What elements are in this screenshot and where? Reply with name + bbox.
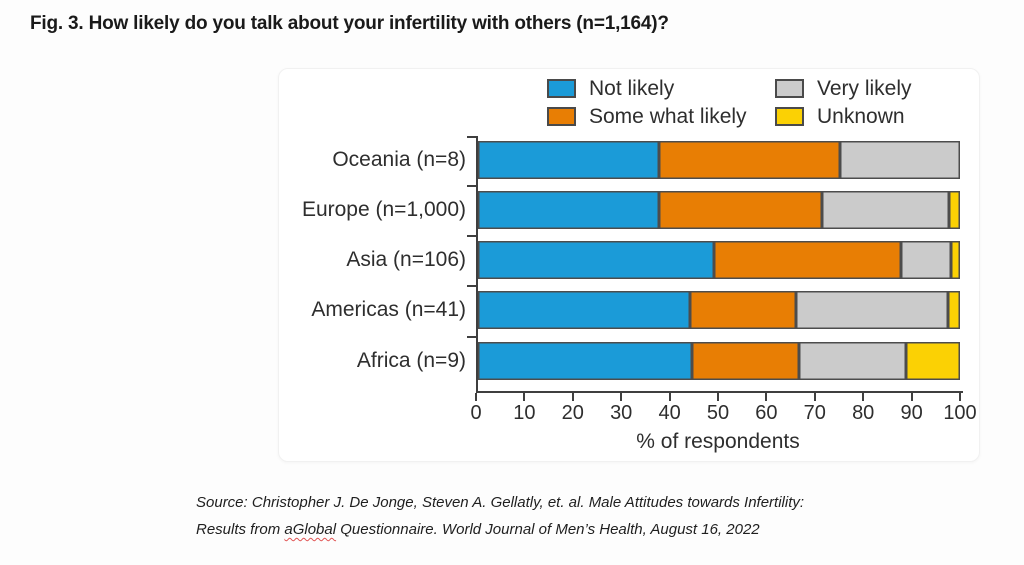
category-label: Europe (n=1,000) <box>301 198 466 221</box>
bar-segment-very-likely <box>821 191 949 229</box>
x-tick-label: 20 <box>561 402 584 424</box>
x-axis-tick <box>765 393 768 401</box>
bar-segment-unknown <box>906 342 960 380</box>
x-axis-tick <box>620 393 623 401</box>
legend-label: Unknown <box>817 104 905 128</box>
bar-row-asia-n-106-: Asia (n=106) <box>346 241 960 279</box>
x-tick-label: 0 <box>470 402 482 424</box>
legend-item-not-likely: Not likely <box>547 76 775 101</box>
x-axis-tick <box>523 393 526 401</box>
bar-segment-very-likely <box>839 141 960 179</box>
figure-title: Fig. 3. How likely do you talk about you… <box>30 13 669 34</box>
bar-segment-not-likely <box>478 241 715 279</box>
y-axis-tick <box>467 285 476 287</box>
y-axis-tick <box>467 136 476 138</box>
bar-segment-some-what-likely <box>658 191 822 229</box>
bar-row-africa-n-9-: Africa (n=9) <box>357 342 960 380</box>
y-axis-line <box>476 136 478 393</box>
category-label: Africa (n=9) <box>356 349 466 372</box>
bar-segment-some-what-likely <box>689 291 796 329</box>
misspelled-word: aGlobal <box>284 521 337 538</box>
bar-segment-some-what-likely <box>714 241 901 279</box>
bar-segment-very-likely <box>799 342 907 380</box>
legend-item-some-what-likely: Some what likely <box>547 104 775 129</box>
bar-segment-very-likely <box>900 241 951 279</box>
legend-swatch-very-likely <box>775 79 804 98</box>
bar-segment-not-likely <box>478 291 690 329</box>
legend-item-very-likely: Very likely <box>775 76 912 101</box>
bar-segment-very-likely <box>795 291 949 329</box>
x-axis-tick <box>717 393 719 401</box>
x-tick-label: 60 <box>755 402 778 424</box>
legend-label: Not likely <box>589 76 675 100</box>
x-tick-label: 80 <box>852 402 875 424</box>
x-tick-label: 50 <box>706 402 730 424</box>
source-note: Source: Christopher J. De Jonge, Steven … <box>196 489 804 543</box>
source-line-2: Results from aGlobal Questionnaire. Worl… <box>196 521 760 538</box>
bar-segment-unknown <box>948 191 960 229</box>
x-axis-tick <box>668 393 671 401</box>
x-axis-tick <box>910 393 913 401</box>
bar-segment-not-likely <box>478 342 693 380</box>
legend-item-unknown: Unknown <box>775 104 912 129</box>
x-axis-tick <box>475 393 477 401</box>
x-tick-label: 30 <box>610 402 633 424</box>
x-axis-tick <box>862 393 865 401</box>
x-tick-label: 40 <box>658 402 681 424</box>
bar-segment-not-likely <box>478 191 659 229</box>
category-label: Oceania (n=8) <box>332 148 466 171</box>
x-tick-label: 90 <box>900 402 923 424</box>
y-axis-tick <box>467 185 476 187</box>
bar-row-americas-n-41-: Americas (n=41) <box>311 291 960 329</box>
x-axis-title: % of respondents <box>636 430 800 453</box>
bar-segment-not-likely <box>478 141 659 179</box>
bar-row-europe-n-1-000-: Europe (n=1,000) <box>302 191 960 229</box>
x-tick-label: 100 <box>943 402 977 424</box>
chart-card: Not likely Very likely Some what likely Unk… <box>278 68 980 462</box>
category-label: Americas (n=41) <box>311 298 466 321</box>
bar-segment-unknown <box>950 241 960 279</box>
x-tick-label: 70 <box>803 402 826 424</box>
bar-segment-some-what-likely <box>692 342 800 380</box>
plot-area: Oceania (n=8) Europe (n=1,000) Asia (n=106… <box>302 136 977 424</box>
x-axis-tick <box>813 393 816 401</box>
bar-segment-unknown <box>948 291 960 329</box>
y-axis-tick <box>467 235 476 237</box>
legend-swatch-some-what-likely <box>547 107 576 126</box>
x-axis-line <box>476 391 963 393</box>
bar-segment-some-what-likely <box>658 141 840 179</box>
source-line-1: Source: Christopher J. De Jonge, Steven … <box>196 494 805 511</box>
category-label: Asia (n=106) <box>346 248 466 271</box>
x-axis-tick <box>959 393 961 401</box>
legend-label: Very likely <box>817 76 912 100</box>
legend-swatch-unknown <box>775 107 804 126</box>
y-axis-tick <box>467 336 476 338</box>
x-tick-label: 10 <box>513 402 536 424</box>
legend-swatch-not-likely <box>547 79 576 98</box>
bar-row-oceania-n-8-: Oceania (n=8) <box>332 141 960 179</box>
legend-label: Some what likely <box>589 104 747 128</box>
x-axis-tick <box>571 393 574 401</box>
legend: Not likely Very likely Some what likely Unk… <box>547 76 912 129</box>
